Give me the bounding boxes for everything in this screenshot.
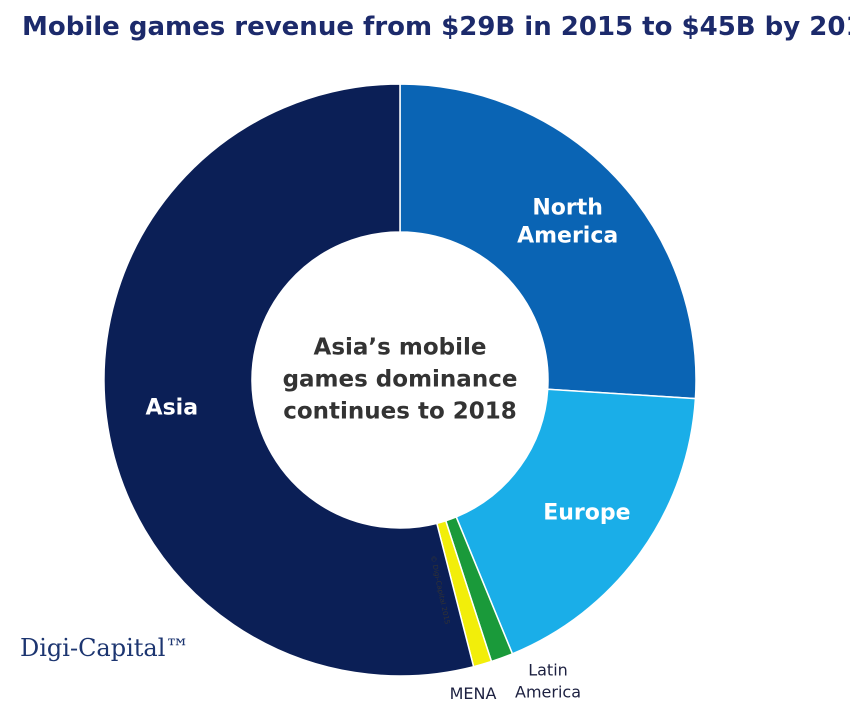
slice-label: Latin America (515, 660, 581, 702)
logo: Digi-Capital™ (20, 634, 190, 662)
donut-slice (455, 388, 697, 655)
center-annotation: Asia’s mobile games dominance continues … (282, 334, 518, 426)
slice-label: Europe (543, 500, 631, 526)
slice-label: Asia (145, 395, 199, 421)
slice-label: MENA (449, 683, 497, 703)
slice-label: North America (517, 194, 619, 249)
donut-slice (399, 83, 697, 400)
donut-slice (103, 83, 475, 677)
chart-title: Mobile games revenue from $29B in 2015 t… (22, 12, 850, 42)
